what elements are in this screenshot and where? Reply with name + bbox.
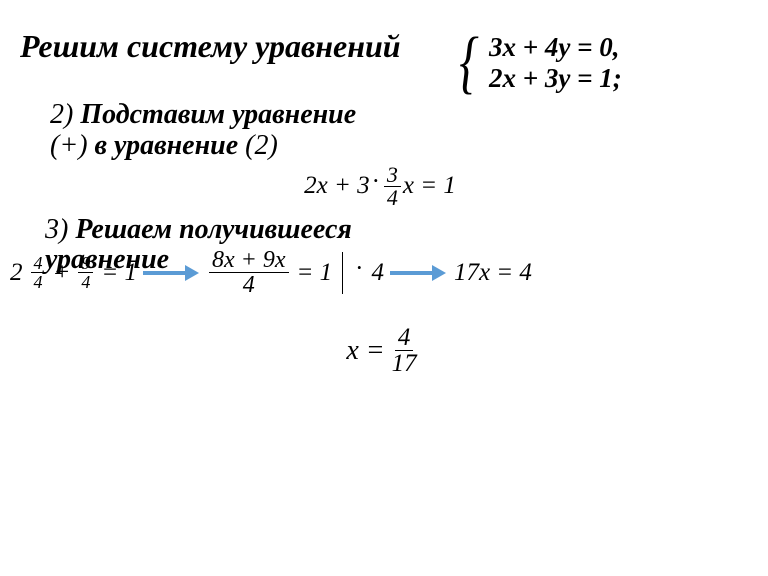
final-lhs: x = [346, 335, 384, 367]
step-3-text-1: Решаем получившееся [75, 214, 352, 245]
step-2-number: 2) [50, 99, 73, 130]
dot-icon: · [372, 168, 380, 196]
step-2: 2) Подставим уравнение (+) в уравнение (… [20, 100, 748, 162]
step-2-marker: (+) [50, 130, 88, 161]
step-2-text-2: в уравнение [95, 130, 239, 161]
eq2-fraction: 3 4 [384, 164, 401, 209]
final-answer: x = 4 17 [20, 325, 748, 376]
eq2-lhs-a: 2x + 3 [304, 172, 369, 200]
system-line-1: 3x + 4y = 0, [489, 32, 622, 63]
fraction-numerator: 3 [384, 164, 401, 187]
fraction-numerator: 4 [395, 325, 414, 351]
fraction-denominator: 4 [384, 187, 401, 209]
eq2-lhs-b: x = 1 [403, 172, 456, 200]
fraction-denominator: 17 [389, 351, 420, 376]
step-2-text-1: Подставим уравнение [80, 99, 356, 130]
step-2-closing: (2) [245, 130, 278, 161]
equation-step-2: 2x + 3 · 3 4 x = 1 [120, 164, 640, 209]
equation-system: { 3x + 4y = 0, 2x + 3y = 1; [455, 32, 622, 94]
step-3-number: 3) [45, 214, 68, 245]
step-3: 3) Решаем получившееся уравнение [20, 215, 748, 277]
system-line-2: 2x + 3y = 1; [489, 63, 622, 94]
brace-icon: { [459, 33, 479, 93]
fraction-denominator: 4 [240, 273, 258, 297]
page-title: Решим систему уравнений [20, 28, 440, 65]
final-fraction: 4 17 [389, 325, 420, 376]
step-3-text-2: уравнение [45, 244, 169, 275]
